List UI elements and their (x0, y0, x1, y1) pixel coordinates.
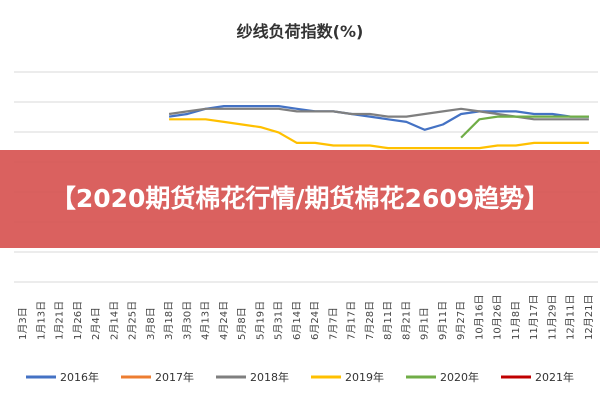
x-tick-label: 5月8日 (236, 307, 248, 340)
x-tick-label: 9月11日 (437, 301, 449, 340)
x-tick-label: 3月18日 (163, 301, 175, 340)
x-tick-label: 11月17日 (528, 295, 540, 340)
x-tick-label: 5月19日 (254, 301, 266, 340)
x-tick-label: 4月13日 (200, 301, 212, 340)
article-title-banner: 【2020期货棉花行情/期货棉花2609趋势】 (0, 150, 600, 248)
x-tick-label: 12月11日 (565, 295, 577, 340)
x-tick-label: 10月26日 (492, 295, 504, 340)
x-tick-label: 2月14日 (108, 301, 120, 340)
legend-label: 2016年 (60, 370, 99, 384)
banner-text: 【2020期货棉花行情/期货棉花2609趋势】 (50, 184, 550, 213)
x-tick-label: 10月16日 (473, 295, 485, 340)
legend-label: 2018年 (250, 370, 289, 384)
x-tick-label: 3月8日 (145, 307, 157, 340)
x-tick-label: 1月3日 (17, 307, 29, 340)
x-tick-label: 1月21日 (54, 301, 66, 340)
x-tick-label: 6月14日 (291, 301, 303, 340)
x-tick-label: 5月31日 (273, 301, 285, 340)
series-line-2016年 (168, 105, 589, 131)
x-tick-label: 7月17日 (346, 301, 358, 340)
legend-label: 2019年 (345, 370, 384, 384)
x-tick-label: 2月4日 (90, 307, 102, 340)
x-tick-label: 9月27日 (455, 301, 467, 340)
chart-title: 纱线负荷指数(%) (236, 22, 364, 41)
legend-label: 2021年 (535, 370, 574, 384)
x-tick-label: 12月21日 (583, 295, 595, 340)
x-tick-label: 2月25日 (127, 301, 139, 340)
x-tick-label: 3月30日 (181, 301, 193, 340)
x-tick-label: 6月24日 (309, 301, 321, 340)
legend-label: 2017年 (155, 370, 194, 384)
series-line-2019年 (169, 118, 589, 150)
x-tick-label: 8月11日 (382, 301, 394, 340)
x-tick-label: 8月21日 (400, 301, 412, 340)
legend-label: 2020年 (440, 370, 479, 384)
x-tick-label: 1月26日 (72, 301, 84, 340)
x-tick-label: 7月28日 (364, 301, 376, 340)
x-tick-label: 7月7日 (327, 307, 339, 340)
x-tick-label: 11月29日 (546, 295, 558, 340)
x-tick-label: 11月8日 (510, 301, 522, 340)
x-tick-label: 1月13日 (35, 301, 47, 340)
series-line-2020年 (460, 115, 589, 139)
x-tick-label: 4月24日 (218, 301, 230, 340)
x-tick-label: 9月1日 (419, 307, 431, 340)
